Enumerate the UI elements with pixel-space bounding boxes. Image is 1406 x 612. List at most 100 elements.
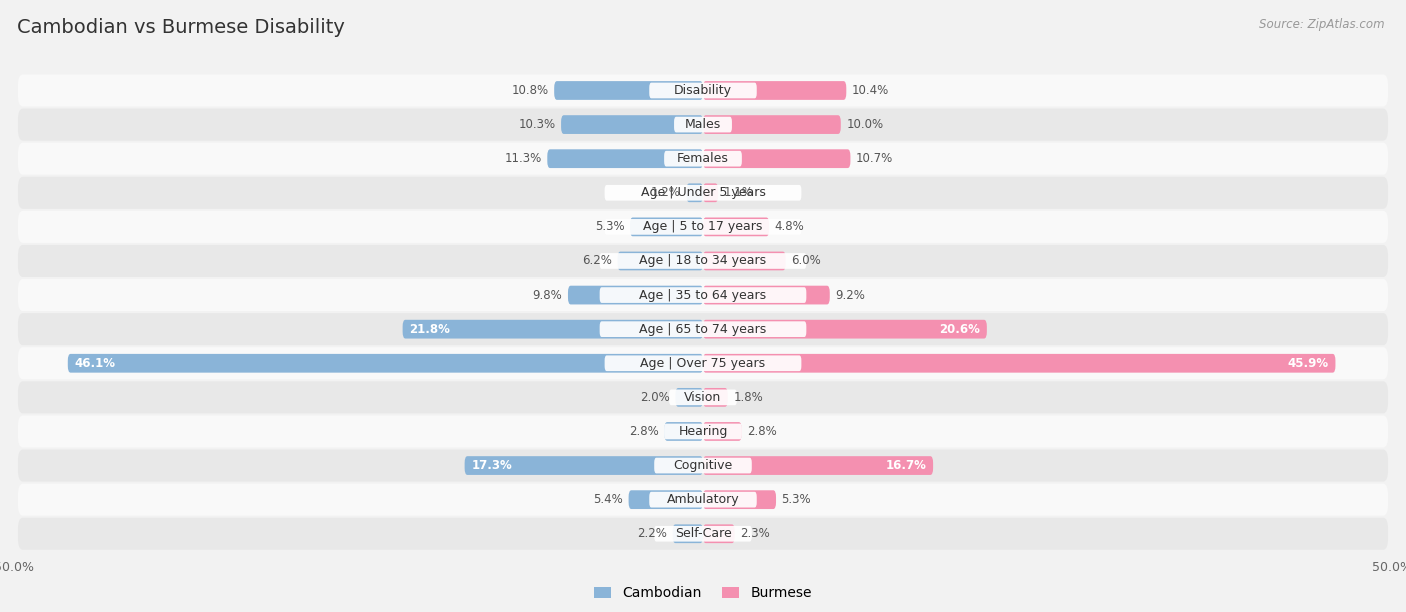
FancyBboxPatch shape [703, 184, 718, 202]
Text: 2.8%: 2.8% [747, 425, 778, 438]
FancyBboxPatch shape [605, 185, 801, 201]
FancyBboxPatch shape [67, 354, 703, 373]
Text: Disability: Disability [673, 84, 733, 97]
Text: 9.8%: 9.8% [533, 289, 562, 302]
FancyBboxPatch shape [703, 490, 776, 509]
Text: Cognitive: Cognitive [673, 459, 733, 472]
FancyBboxPatch shape [561, 115, 703, 134]
FancyBboxPatch shape [703, 456, 934, 475]
FancyBboxPatch shape [703, 81, 846, 100]
FancyBboxPatch shape [703, 286, 830, 304]
FancyBboxPatch shape [605, 219, 801, 235]
FancyBboxPatch shape [18, 347, 1388, 379]
Text: 2.3%: 2.3% [740, 528, 770, 540]
FancyBboxPatch shape [18, 75, 1388, 106]
Text: 20.6%: 20.6% [939, 323, 980, 335]
Text: 16.7%: 16.7% [886, 459, 927, 472]
Text: 21.8%: 21.8% [409, 323, 450, 335]
Text: Age | 5 to 17 years: Age | 5 to 17 years [644, 220, 762, 233]
FancyBboxPatch shape [18, 143, 1388, 174]
FancyBboxPatch shape [464, 456, 703, 475]
Text: Vision: Vision [685, 391, 721, 404]
FancyBboxPatch shape [18, 450, 1388, 482]
Text: 10.3%: 10.3% [519, 118, 555, 131]
Text: Males: Males [685, 118, 721, 131]
FancyBboxPatch shape [665, 422, 703, 441]
FancyBboxPatch shape [703, 149, 851, 168]
FancyBboxPatch shape [703, 422, 741, 441]
FancyBboxPatch shape [18, 177, 1388, 209]
FancyBboxPatch shape [703, 388, 728, 407]
Text: 11.3%: 11.3% [505, 152, 541, 165]
FancyBboxPatch shape [18, 108, 1388, 141]
Text: 5.4%: 5.4% [593, 493, 623, 506]
Text: 5.3%: 5.3% [595, 220, 624, 233]
Text: 1.2%: 1.2% [651, 186, 681, 200]
Text: 10.0%: 10.0% [846, 118, 883, 131]
FancyBboxPatch shape [686, 184, 703, 202]
FancyBboxPatch shape [703, 524, 735, 543]
FancyBboxPatch shape [650, 492, 756, 507]
Text: Self-Care: Self-Care [675, 528, 731, 540]
FancyBboxPatch shape [18, 279, 1388, 311]
FancyBboxPatch shape [703, 252, 786, 271]
FancyBboxPatch shape [18, 518, 1388, 550]
Text: 6.2%: 6.2% [582, 255, 612, 267]
FancyBboxPatch shape [617, 252, 703, 271]
FancyBboxPatch shape [664, 424, 742, 439]
FancyBboxPatch shape [18, 381, 1388, 413]
FancyBboxPatch shape [673, 117, 733, 132]
Text: Age | 18 to 34 years: Age | 18 to 34 years [640, 255, 766, 267]
Text: Cambodian vs Burmese Disability: Cambodian vs Burmese Disability [17, 18, 344, 37]
Text: 4.8%: 4.8% [775, 220, 804, 233]
Text: 6.0%: 6.0% [792, 255, 821, 267]
FancyBboxPatch shape [554, 81, 703, 100]
FancyBboxPatch shape [630, 217, 703, 236]
FancyBboxPatch shape [599, 253, 807, 269]
Text: Hearing: Hearing [678, 425, 728, 438]
Text: 10.4%: 10.4% [852, 84, 889, 97]
FancyBboxPatch shape [650, 83, 756, 99]
Legend: Cambodian, Burmese: Cambodian, Burmese [589, 581, 817, 606]
Text: Age | Under 5 years: Age | Under 5 years [641, 186, 765, 200]
FancyBboxPatch shape [18, 483, 1388, 516]
Text: 1.8%: 1.8% [734, 391, 763, 404]
FancyBboxPatch shape [672, 524, 703, 543]
Text: 2.8%: 2.8% [628, 425, 659, 438]
FancyBboxPatch shape [605, 356, 801, 371]
FancyBboxPatch shape [703, 354, 1336, 373]
FancyBboxPatch shape [664, 151, 742, 166]
Text: 17.3%: 17.3% [471, 459, 512, 472]
Text: Source: ZipAtlas.com: Source: ZipAtlas.com [1260, 18, 1385, 31]
FancyBboxPatch shape [703, 115, 841, 134]
FancyBboxPatch shape [402, 320, 703, 338]
Text: Age | Over 75 years: Age | Over 75 years [641, 357, 765, 370]
FancyBboxPatch shape [568, 286, 703, 304]
Text: 10.7%: 10.7% [856, 152, 893, 165]
Text: 5.3%: 5.3% [782, 493, 811, 506]
FancyBboxPatch shape [654, 526, 752, 542]
Text: Age | 65 to 74 years: Age | 65 to 74 years [640, 323, 766, 335]
FancyBboxPatch shape [675, 388, 703, 407]
Text: 2.0%: 2.0% [640, 391, 669, 404]
Text: Age | 35 to 64 years: Age | 35 to 64 years [640, 289, 766, 302]
Text: Ambulatory: Ambulatory [666, 493, 740, 506]
Text: 46.1%: 46.1% [75, 357, 115, 370]
FancyBboxPatch shape [18, 313, 1388, 345]
Text: Females: Females [678, 152, 728, 165]
FancyBboxPatch shape [547, 149, 703, 168]
Text: 2.2%: 2.2% [637, 528, 668, 540]
Text: 45.9%: 45.9% [1288, 357, 1329, 370]
FancyBboxPatch shape [654, 458, 752, 474]
Text: 9.2%: 9.2% [835, 289, 865, 302]
FancyBboxPatch shape [599, 287, 807, 303]
FancyBboxPatch shape [669, 389, 737, 405]
FancyBboxPatch shape [628, 490, 703, 509]
FancyBboxPatch shape [18, 245, 1388, 277]
FancyBboxPatch shape [18, 416, 1388, 447]
FancyBboxPatch shape [703, 320, 987, 338]
Text: 1.1%: 1.1% [724, 186, 754, 200]
FancyBboxPatch shape [18, 211, 1388, 243]
FancyBboxPatch shape [703, 217, 769, 236]
FancyBboxPatch shape [599, 321, 807, 337]
